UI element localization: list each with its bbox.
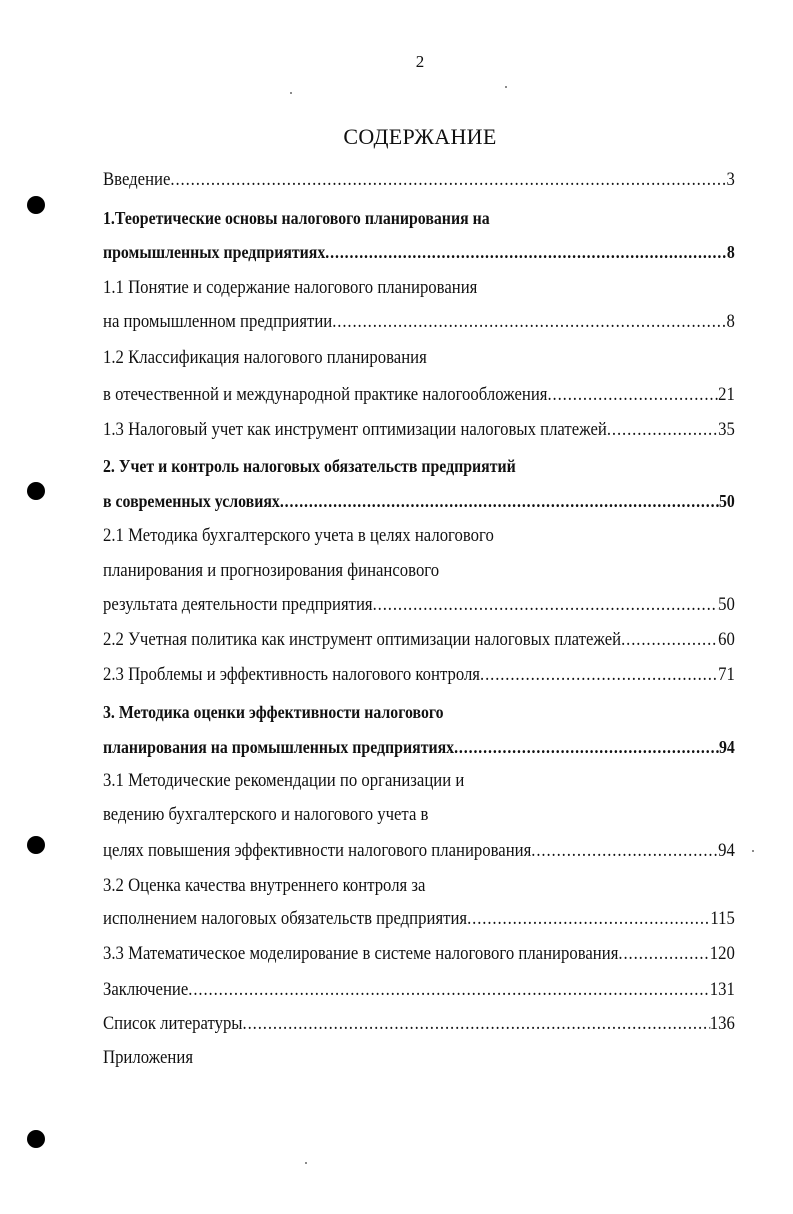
toc-entry-title: 1.2 Классификация налогового планировани…	[103, 347, 427, 368]
toc-entry: планирования и прогнозирования финансово…	[103, 559, 735, 583]
punch-hole	[27, 836, 45, 854]
toc-entry-page: 120	[709, 943, 735, 964]
toc-entry: 1.3 Налоговый учет как инструмент оптими…	[103, 418, 735, 442]
toc-entry: на промышленном предприятии 8	[103, 310, 735, 334]
toc-entry-title: 2.1 Методика бухгалтерского учета в целя…	[103, 525, 494, 546]
dot-leader	[467, 907, 710, 931]
toc-entry-page: 131	[709, 979, 735, 1000]
toc-entry-title: 3. Методика оценки эффективности налогов…	[103, 702, 444, 722]
toc-entry-title: целях повышения эффективности налогового…	[103, 840, 532, 861]
toc-entry: ведению бухгалтерского и налогового учет…	[103, 803, 735, 827]
dot-leader	[621, 628, 718, 652]
toc-entry: в отечественной и международной практике…	[103, 383, 735, 407]
toc-entry: 1.Теоретические основы налогового планир…	[103, 206, 735, 230]
toc-entry-title: планирования на промышленных предприятия…	[103, 737, 455, 757]
scan-speck	[505, 86, 507, 88]
toc-entry-title: в современных условиях	[103, 491, 280, 511]
toc-entry-title: 2.3 Проблемы и эффективность налогового …	[103, 664, 481, 685]
punch-hole	[27, 1130, 45, 1148]
toc-entry-title: планирования и прогнозирования финансово…	[103, 560, 440, 581]
dot-leader	[373, 593, 719, 617]
page-title: СОДЕРЖАНИЕ	[343, 124, 497, 149]
toc-entry-page: 21	[718, 384, 735, 405]
toc-entry: Заключение 131	[103, 978, 735, 1002]
toc-entry: 2.1 Методика бухгалтерского учета в целя…	[103, 524, 735, 548]
toc-entry-page: 3	[726, 169, 735, 190]
dot-leader	[332, 310, 726, 334]
toc-entry-page: 8	[726, 242, 735, 262]
toc-entry-title: 2. Учет и контроль налоговых обязательст…	[103, 456, 516, 476]
toc-entry-page: 136	[709, 1013, 735, 1034]
toc-entry: целях повышения эффективности налогового…	[103, 839, 735, 863]
toc-entry-page: 71	[718, 664, 735, 685]
toc-entry-title: 2.2 Учетная политика как инструмент опти…	[103, 629, 622, 650]
toc-entry-title: Введение	[103, 169, 171, 190]
dot-leader	[618, 942, 709, 966]
dot-leader	[170, 168, 726, 192]
toc-entry: 3.3 Математическое моделирование в систе…	[103, 942, 735, 966]
toc-entry-page: 50	[719, 491, 735, 511]
toc-entry: 3.2 Оценка качества внутреннего контроля…	[103, 874, 735, 898]
scan-speck	[752, 850, 754, 852]
dot-leader	[547, 383, 718, 407]
toc-entry: 2.3 Проблемы и эффективность налогового …	[103, 663, 735, 687]
dot-leader	[243, 1012, 710, 1036]
dot-leader	[454, 735, 719, 759]
toc-entry: Приложения	[103, 1046, 735, 1070]
toc-entry-page: 94	[719, 737, 735, 757]
toc-entry-title: промышленных предприятиях	[103, 242, 326, 262]
dot-leader	[607, 418, 718, 442]
toc-entry: 2.2 Учетная политика как инструмент опти…	[103, 628, 735, 652]
toc-entry: в современных условиях 50	[103, 489, 735, 513]
scan-speck	[305, 1162, 307, 1164]
scan-speck	[290, 92, 292, 94]
toc-entry: 3. Методика оценки эффективности налогов…	[103, 700, 735, 724]
toc-entry: исполнением налоговых обязательств предп…	[103, 907, 735, 931]
toc-entry: 3.1 Методические рекомендации по организ…	[103, 769, 735, 793]
toc-entry-page: 60	[718, 629, 735, 650]
toc-entry-title: ведению бухгалтерского и налогового учет…	[103, 804, 429, 825]
toc-entry-title: 1.Теоретические основы налогового планир…	[103, 208, 490, 228]
toc-entry: Введение 3	[103, 168, 735, 192]
toc-entry-title: результата деятельности предприятия	[103, 594, 373, 615]
toc-entry-title: 1.3 Налоговый учет как инструмент оптими…	[103, 419, 607, 440]
toc-entry-title: 3.1 Методические рекомендации по организ…	[103, 770, 465, 791]
toc-entry: Список литературы 136	[103, 1012, 735, 1036]
dot-leader	[531, 839, 718, 863]
toc-entry-page: 115	[710, 908, 735, 929]
toc-entry-title: на промышленном предприятии	[103, 311, 333, 332]
toc-entry: результата деятельности предприятия 50	[103, 593, 735, 617]
dot-leader	[280, 489, 719, 513]
toc-entry: промышленных предприятиях 8	[103, 240, 735, 264]
toc-entry-title: Заключение	[103, 979, 189, 1000]
dot-leader	[325, 240, 727, 264]
toc-entry: 1.1 Понятие и содержание налогового план…	[103, 276, 735, 300]
toc-entry-title: 3.3 Математическое моделирование в систе…	[103, 943, 619, 964]
toc-entry-page: 8	[726, 311, 735, 332]
page-number: 2	[415, 52, 425, 71]
toc-entry: 1.2 Классификация налогового планировани…	[103, 346, 735, 370]
toc-entry-title: 3.2 Оценка качества внутреннего контроля…	[103, 875, 426, 896]
dot-leader	[480, 663, 718, 687]
toc-entry-title: в отечественной и международной практике…	[103, 384, 548, 405]
toc-entry-title: 1.1 Понятие и содержание налогового план…	[103, 277, 478, 298]
toc-entry: 2. Учет и контроль налоговых обязательст…	[103, 454, 735, 478]
toc-entry-title: исполнением налоговых обязательств предп…	[103, 908, 468, 929]
toc-entry-title: Приложения	[103, 1047, 194, 1068]
toc-entry-page: 94	[718, 840, 735, 861]
toc-entry-title: Список литературы	[103, 1013, 243, 1034]
dot-leader	[188, 978, 709, 1002]
punch-hole	[27, 196, 45, 214]
toc-entry-page: 35	[718, 419, 735, 440]
punch-hole	[27, 482, 45, 500]
toc-entry-page: 50	[718, 594, 735, 615]
toc-entry: планирования на промышленных предприятия…	[103, 735, 735, 759]
